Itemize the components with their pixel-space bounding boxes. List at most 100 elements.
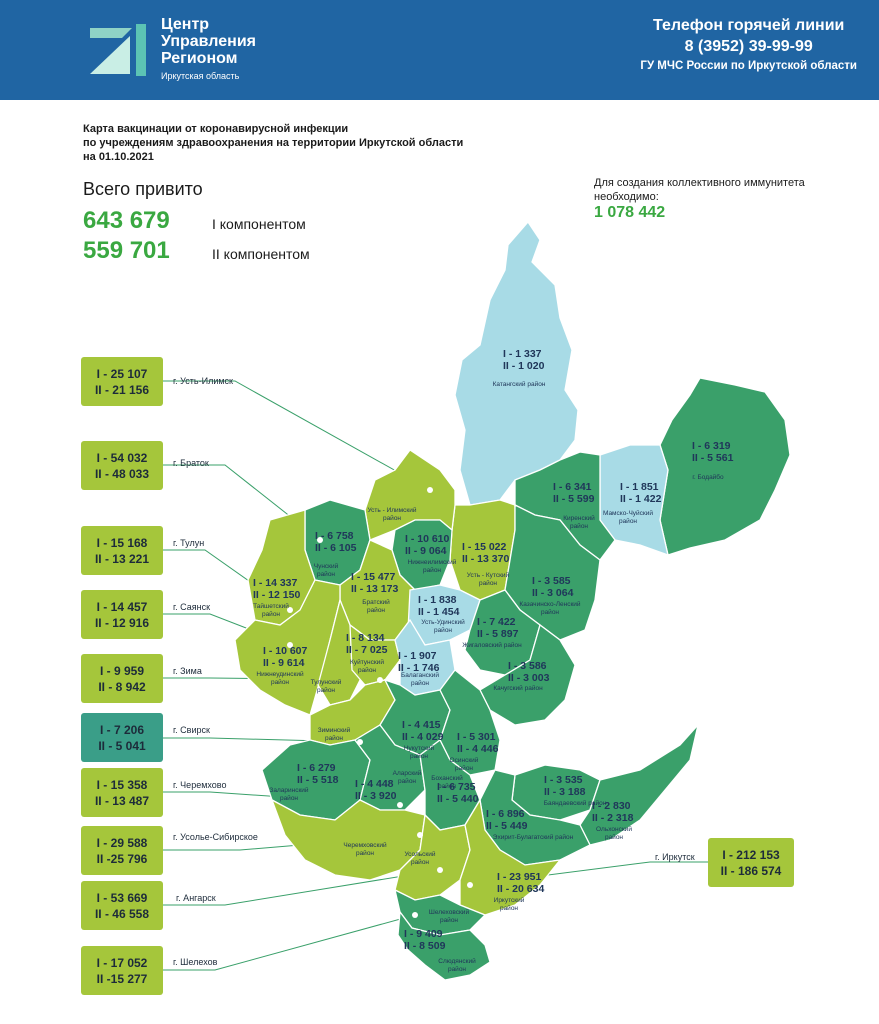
region-kachug-name: Качугский район: [493, 685, 543, 692]
region-ust-uda-values: I - 1 838 II - 1 454: [418, 594, 460, 618]
region-shapes: [234, 220, 791, 981]
city-first-value: I - 54 032: [96, 450, 148, 465]
city-dot-angarsk: [437, 867, 443, 873]
region-chuna-values: I - 6 758 II - 6 105: [315, 530, 357, 554]
page-title: Карта вакцинации от коронавирусной инфек…: [83, 122, 553, 164]
total-vaccinated-label: Всего привито: [83, 179, 203, 199]
city-first-value: I - 15 168: [96, 535, 148, 550]
title-line-3: на 01.10.2021: [83, 151, 154, 163]
first-component-label: I компонентом: [212, 216, 306, 232]
region-katanga-name: Катангский район: [492, 381, 546, 388]
city-label-sayansk: г. Саянск: [173, 602, 211, 612]
region-kirensk-name: Киренский район: [563, 515, 595, 530]
city-box-sayansk: I - 14 457 II - 12 916: [81, 590, 163, 639]
hotline-title: Телефон горячей линии: [653, 17, 845, 34]
city-second-value: II - 12 916: [94, 615, 150, 630]
region-alar-values: I - 4 448 II - 3 920: [355, 778, 397, 802]
leader-line-shelekhov: [163, 914, 416, 971]
region-bodaibo-values: I - 6 319 II - 5 561: [692, 440, 734, 464]
city-label-ust-ilimsk: г. Усть-Илимск: [173, 376, 233, 386]
region-zalari-name: Заларинский район: [269, 787, 309, 802]
city-dot-svirsk: [357, 739, 363, 745]
region-cheremkhovo-district-name: Черемховский район: [343, 842, 387, 857]
region-irkutsk-district-name: Иркутский район: [493, 897, 525, 912]
city-dot-ust-ilimsk: [427, 487, 433, 493]
region-shelekhov-district-name: Шелеховский район: [428, 909, 470, 924]
brand-subtitle: Иркутская область: [161, 71, 240, 81]
city-first-value: I - 7 206: [99, 722, 145, 737]
region-nukut-name: Нукутский район: [403, 745, 435, 760]
region-ust-uda-name: Усть-Удинский район: [421, 619, 465, 634]
city-first-value: I - 15 358: [96, 777, 148, 792]
city-first-value: I - 25 107: [96, 366, 148, 381]
header-bar: Центр Управления Регионом Иркутская обла…: [0, 0, 879, 100]
region-nukut-values: I - 4 415 II - 4 029: [402, 719, 444, 743]
region-nizhneilimsk-values: I - 10 610 II - 9 064: [405, 533, 450, 557]
region-alar-name: Аларский район: [392, 770, 422, 785]
first-component-total: 643 679: [83, 207, 170, 234]
region-katanga-values: I - 1 337 II - 1 020: [503, 348, 545, 372]
hotline-phone[interactable]: 8 (3952) 39-99-99: [684, 38, 813, 55]
leader-line-ust-ilimsk: [163, 380, 431, 491]
city-first-value: I - 53 669: [96, 890, 148, 905]
city-box-svirsk: I - 7 206 II - 5 041: [81, 713, 163, 762]
region-kazachinsk-values: I - 3 585 II - 3 064: [532, 575, 574, 599]
region-balagansk-name: Балаганский район: [400, 672, 440, 687]
region-bokhan-values: I - 6 735 II - 5 440: [437, 781, 479, 805]
region-bokhan-name: Боханский район: [431, 775, 463, 790]
city-box-irkutsk: I - 212 153 II - 186 574: [708, 838, 794, 887]
crc-logo-icon: [90, 24, 146, 76]
region-olkhon-name: Ольхонский район: [596, 826, 632, 841]
city-first-value: I - 17 052: [96, 955, 148, 970]
city-second-value: II - 48 033: [94, 466, 150, 481]
region-kuitun-name: Куйтунский район: [350, 659, 384, 674]
second-component-total: 559 701: [83, 237, 170, 264]
region-nizhneudinsk-name: Нижнеудинский район: [256, 671, 304, 686]
city-first-value: I - 29 588: [96, 835, 148, 850]
brand-name: Центр Управления Регионом Иркутская обла…: [161, 16, 256, 82]
brand-line-2: Управления: [161, 33, 256, 50]
region-bodaibo-name: г. Бодайбо: [692, 474, 724, 481]
region-osa-values: I - 5 301 II - 4 446: [457, 731, 499, 755]
region-kirensk-values: I - 6 341 II - 5 599: [553, 481, 595, 505]
region-zhigalovo-values: I - 7 422 II - 5 897: [477, 616, 519, 640]
region-zima-district-name: Зиминский район: [317, 727, 351, 742]
region-ekhirit-values: I - 6 896 II - 5 449: [486, 808, 528, 832]
region-bratsk-district-name: Братский район: [362, 599, 390, 614]
city-box-ust-ilimsk: I - 25 107 II - 21 156: [81, 357, 163, 406]
city-first-value: I - 212 153: [722, 847, 780, 862]
region-slyudyanka: [397, 910, 491, 981]
region-kuitun: [349, 623, 401, 686]
city-second-value: II - 13 221: [94, 551, 150, 566]
city-box-zima: I - 9 959 II - 8 942: [81, 654, 163, 703]
city-box-usolye: I - 29 588 II -25 796: [81, 826, 163, 875]
second-component-label: II компонентом: [212, 246, 310, 262]
region-alar: [354, 724, 426, 811]
city-box-shelekhov: I - 17 052 II -15 277: [81, 946, 163, 995]
city-label-shelekhov: г. Шелехов: [173, 957, 218, 967]
region-bodaibo: [659, 377, 791, 556]
city-label-angarsk: г. Ангарск: [176, 893, 216, 903]
city-second-value: II -15 277: [96, 971, 148, 986]
city-first-value: I - 9 959: [99, 663, 145, 678]
region-kachug-values: I - 3 586 II - 3 003: [508, 660, 550, 684]
region-bratsk-district-values: I - 15 477 II - 13 173: [351, 571, 399, 595]
brand-line-3: Регионом: [161, 50, 238, 67]
herd-immunity-label: Для создания коллективного иммунитета не…: [594, 177, 805, 203]
region-taishet-values: I - 14 337 II - 12 150: [253, 577, 301, 601]
region-osa-name: Осинский район: [449, 757, 479, 772]
brand-line-1: Центр: [161, 16, 210, 33]
hotline-block: Телефон горячей линии 8 (3952) 39-99-99 …: [640, 16, 857, 74]
city-second-value: II - 5 041: [98, 738, 146, 753]
region-ust-kut-name: Усть - Кутский район: [466, 572, 510, 587]
city-second-value: II - 13 487: [94, 793, 150, 808]
region-nizhneudinsk-values: I - 10 607 II - 9 614: [263, 645, 308, 669]
city-second-value: II - 21 156: [94, 382, 150, 397]
leader-line-angarsk: [163, 869, 441, 906]
city-dot-tulun: [287, 607, 293, 613]
city-box-tulun: I - 15 168 II - 13 221: [81, 526, 163, 575]
region-mama-chuya-name: Мамско-Чуйский район: [602, 510, 654, 525]
city-box-angarsk: I - 53 669 II - 46 558: [81, 881, 163, 930]
region-shelekhov-values: I - 9 409 II - 8 509: [404, 928, 446, 952]
